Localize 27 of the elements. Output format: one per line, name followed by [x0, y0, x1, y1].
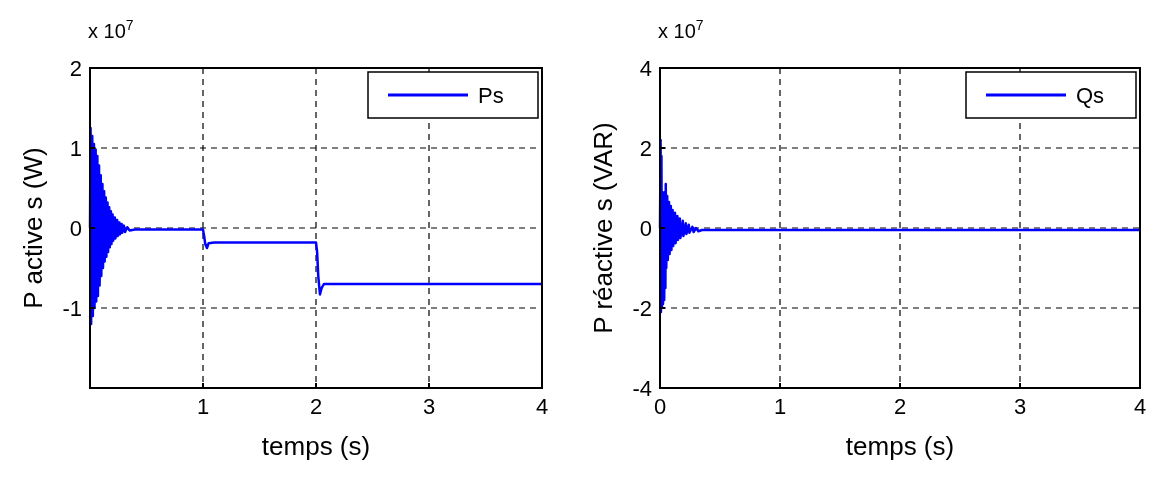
- y-tick-label: -1: [62, 296, 82, 321]
- y-tick-label: -4: [632, 376, 652, 401]
- legend-label: Ps: [478, 83, 504, 108]
- x-tick-label: 4: [1133, 394, 1147, 419]
- legend-label: Qs: [1076, 83, 1105, 108]
- text: x 10$^{7}$: [658, 17, 704, 42]
- x-axis-title: temps (s): [845, 431, 955, 461]
- y-axis-title: P réactive s (VAR): [588, 122, 618, 334]
- line-series: [658, 138, 1142, 314]
- x-axis-title: temps (s): [261, 431, 371, 461]
- y-axis-title: P active s (W): [18, 147, 48, 309]
- y-tick-label: 1: [69, 136, 82, 161]
- x-tick-label: 2: [893, 394, 907, 419]
- y-tick-label: 0: [69, 216, 82, 241]
- x-tick-label: 1: [773, 394, 787, 419]
- y-tick-label: 2: [639, 136, 652, 161]
- text: x 10$^{7}$: [88, 17, 134, 42]
- x-tick-label: 4: [535, 394, 549, 419]
- y-tick-label: 2: [69, 56, 82, 81]
- x-tick-label: 3: [1013, 394, 1027, 419]
- x-tick-label: 3: [422, 394, 436, 419]
- y-tick-label: 4: [639, 56, 652, 81]
- x-tick-label: 2: [309, 394, 323, 419]
- line-series: [88, 126, 544, 326]
- y-tick-label: -2: [632, 296, 652, 321]
- y-tick-label: 0: [639, 216, 652, 241]
- x-tick-label: 1: [196, 394, 210, 419]
